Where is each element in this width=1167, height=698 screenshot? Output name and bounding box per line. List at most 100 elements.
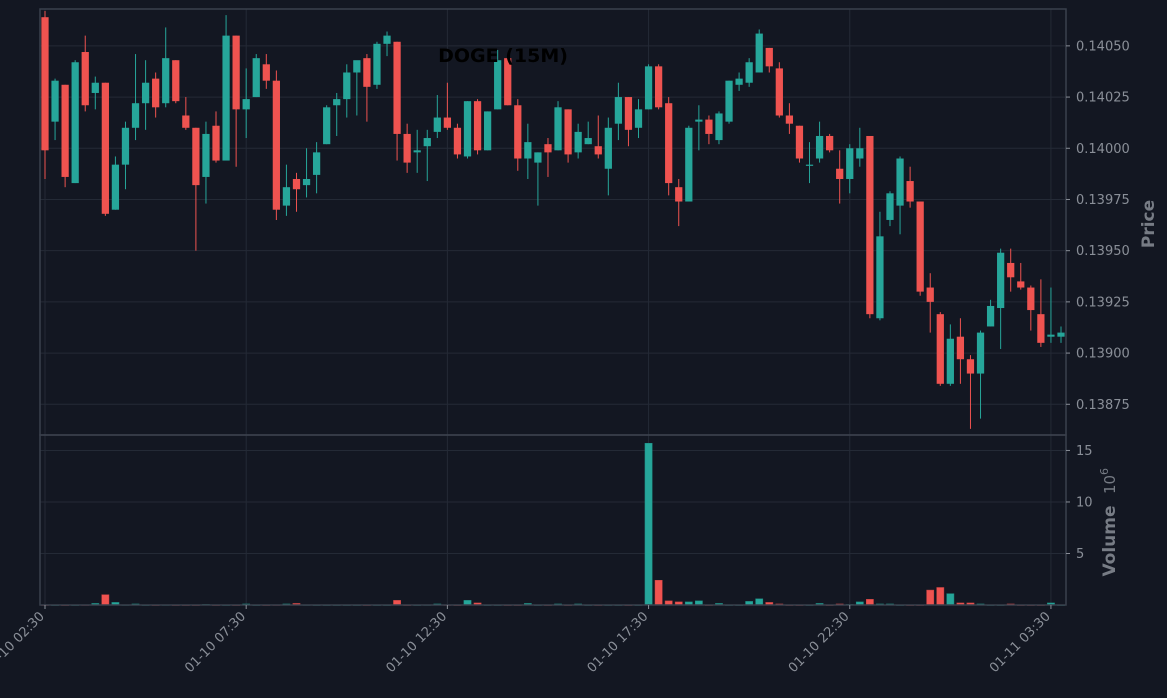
candle-body [232, 35, 240, 110]
candle-body [353, 60, 361, 73]
price-tick-label: 0.13975 [1076, 193, 1130, 208]
candle-body [554, 107, 562, 151]
candle-body [725, 80, 733, 122]
candle-body [494, 60, 502, 110]
candle-body [745, 62, 753, 83]
volume-bar [946, 593, 955, 606]
candle-body [141, 82, 150, 104]
candle-body [121, 127, 130, 165]
candle-body [282, 187, 291, 206]
volume-tick-label: 10 [1076, 495, 1093, 510]
candle-body [715, 113, 723, 141]
candle-body [393, 41, 401, 134]
candle-body [997, 252, 1005, 309]
candle-body [614, 97, 623, 124]
candle-body [413, 150, 421, 153]
candle-body [272, 80, 280, 210]
volume-axis-label: Volume [1100, 505, 1120, 576]
candle-body [886, 193, 894, 220]
candle-body [292, 178, 301, 190]
candle-body [986, 305, 995, 327]
candle-body [836, 168, 844, 179]
candle-body [252, 58, 260, 98]
candle-body [815, 135, 824, 159]
candle-body [373, 43, 381, 85]
candle-body [302, 178, 311, 186]
volume-axis: 5 10 15 [1066, 444, 1093, 562]
candle-body [785, 115, 794, 124]
candle-body [544, 144, 552, 153]
price-tick-label: 0.13875 [1076, 398, 1130, 413]
candlestick-series [41, 11, 1065, 429]
candle-body [856, 148, 864, 159]
candle-body [675, 187, 683, 202]
candle-body [926, 287, 934, 302]
price-tick-label: 0.14025 [1076, 91, 1130, 106]
candle-body [876, 236, 884, 319]
candle-body [172, 60, 180, 102]
volume-bar [101, 594, 110, 606]
candle-body [403, 133, 411, 163]
candle-body [91, 82, 99, 93]
volume-panel-frame [39, 434, 1067, 606]
volume-grid [40, 435, 1066, 605]
candle-body [775, 68, 783, 116]
candle-body [212, 125, 220, 161]
candle-body [534, 152, 542, 163]
price-axis: 0.13875 0.13900 0.13925 0.13950 0.13975 0.140… [1066, 39, 1130, 413]
candle-body [655, 66, 663, 108]
candle-body [192, 127, 200, 186]
volume-bar [654, 580, 663, 606]
candle-body [665, 103, 673, 184]
candle-body [383, 35, 391, 44]
volume-bar [865, 599, 874, 606]
candle-body [584, 138, 592, 145]
candle-body [514, 105, 522, 159]
candle-body [222, 35, 230, 161]
price-tick-label: 0.13950 [1076, 244, 1130, 259]
price-tick-label: 0.13925 [1076, 295, 1130, 310]
candle-body [966, 359, 975, 374]
candle-body [826, 135, 834, 151]
candle-body [242, 99, 250, 110]
candle-body [473, 101, 482, 151]
candle-body [805, 164, 814, 166]
volume-tick-label: 5 [1076, 547, 1084, 562]
candle-body [162, 58, 170, 104]
candle-body [906, 181, 914, 202]
candle-body [795, 125, 804, 159]
candle-body [624, 97, 633, 130]
candle-body [433, 117, 441, 132]
candle-body [564, 109, 572, 155]
candle-body [574, 131, 582, 153]
candle-body [1007, 262, 1015, 278]
volume-bar [926, 589, 935, 606]
volume-bar [644, 442, 653, 606]
candle-body [61, 84, 69, 177]
candle-body [312, 152, 321, 175]
candle-body [1037, 314, 1045, 343]
chart-title: DOGE (15M) [438, 45, 568, 67]
candle-body [644, 66, 653, 110]
candle-body [81, 52, 89, 106]
candle-body [202, 133, 210, 177]
candle-body [423, 138, 431, 147]
candle-body [524, 142, 532, 159]
candle-body [946, 338, 954, 384]
price-axis-label: Price [1139, 200, 1159, 248]
candle-body [41, 17, 49, 151]
candle-body [976, 332, 985, 374]
candle-body [916, 201, 924, 292]
candle-body [1027, 287, 1035, 311]
candle-body [956, 336, 965, 360]
volume-bar [936, 587, 945, 606]
price-tick-label: 0.14000 [1076, 142, 1130, 157]
candle-body [443, 117, 451, 128]
candle-body [1017, 281, 1025, 288]
candle-body [846, 148, 854, 179]
candle-body [594, 146, 602, 155]
candle-body [363, 58, 371, 87]
candle-body [634, 109, 643, 128]
